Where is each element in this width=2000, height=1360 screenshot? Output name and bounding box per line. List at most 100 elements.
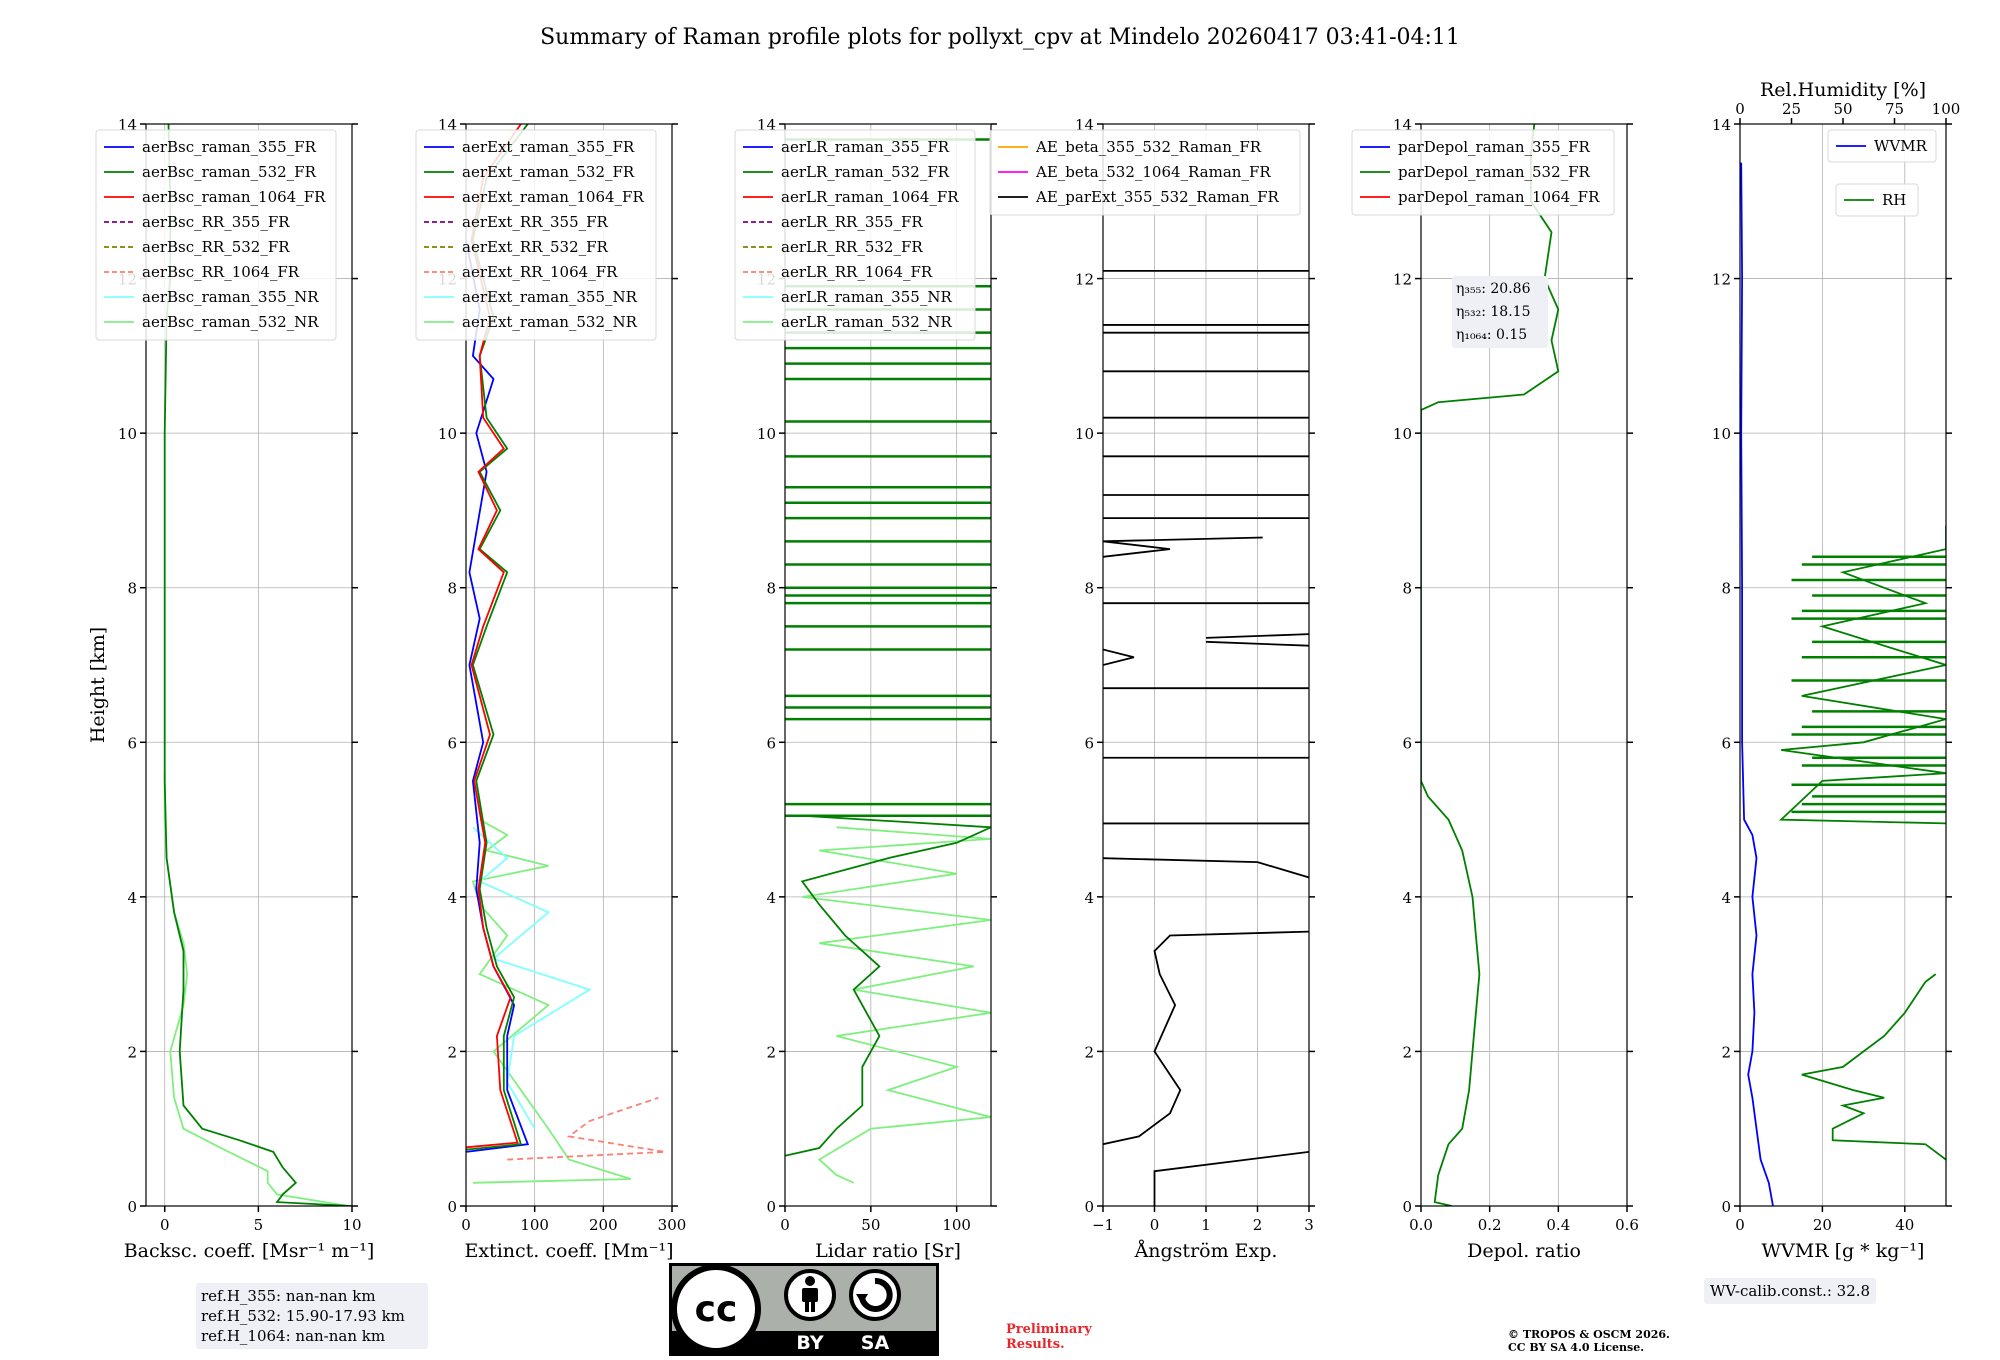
legend-box bbox=[415, 129, 657, 341]
legend-label: aerBsc_RR_532_FR bbox=[142, 238, 290, 256]
legend-label: aerExt_raman_532_FR bbox=[462, 163, 635, 181]
series-aerLR_raman_532_NR bbox=[802, 826, 991, 1184]
series-aerExt_raman_355_FR bbox=[466, 239, 530, 1153]
plot-area-lr bbox=[785, 138, 991, 1184]
legend-box bbox=[1835, 183, 1919, 217]
y-tick-label: 0 bbox=[1721, 1198, 1731, 1216]
x2-tick-label: 25 bbox=[1782, 100, 1801, 118]
legend-label: aerBsc_raman_1064_FR bbox=[142, 188, 326, 206]
x-tick-label: 0 bbox=[160, 1216, 170, 1234]
x2-tick-label: 0 bbox=[1735, 100, 1745, 118]
y-tick-label: 8 bbox=[127, 580, 137, 598]
x-tick-label: 0 bbox=[1150, 1216, 1160, 1234]
y-tick-label: 12 bbox=[1075, 271, 1094, 289]
x-tick-label: −1 bbox=[1092, 1216, 1114, 1234]
preliminary-line-1: Preliminary bbox=[1006, 1322, 1092, 1337]
x-axis-label: Depol. ratio bbox=[1467, 1240, 1581, 1262]
series-AE_parExt_355_532_Raman_FR_g bbox=[1205, 640, 1309, 647]
y-tick-label: 0 bbox=[766, 1198, 776, 1216]
legend-label: aerLR_raman_532_NR bbox=[781, 313, 952, 331]
plot-area-ae bbox=[1103, 269, 1309, 1206]
legend-bsc: aerBsc_raman_355_FR aerBsc_raman_532_FRae… bbox=[95, 129, 337, 341]
legend-box bbox=[1827, 129, 1937, 163]
y-tick-label: 12 bbox=[1712, 271, 1731, 289]
x-axis-label: WVMR [g * kg⁻¹] bbox=[1762, 1240, 1925, 1262]
y-tick-label: 2 bbox=[766, 1043, 776, 1061]
y-tick-label: 6 bbox=[447, 734, 457, 752]
x-tick-label: 10 bbox=[342, 1216, 361, 1234]
cc-by-text: BY bbox=[796, 1332, 823, 1354]
copyright-notice: © TROPOS & OSCM 2026. CC BY SA 4.0 Licen… bbox=[1508, 1328, 1670, 1354]
x-tick-label: 300 bbox=[658, 1216, 687, 1234]
series-aerBsc_raman_532_FR bbox=[163, 124, 352, 1206]
y-tick-label: 8 bbox=[447, 580, 457, 598]
series-aerExt_raman_1064_FR bbox=[466, 124, 522, 1149]
x2-tick-label: 100 bbox=[1932, 100, 1961, 118]
y-tick-label: 8 bbox=[1402, 580, 1412, 598]
legend-ext: aerExt_raman_355_FR aerExt_raman_532_FRae… bbox=[415, 129, 657, 341]
panel-lr: 02468101214050100Lidar ratio [Sr]aerLR_r… bbox=[734, 116, 997, 1262]
y-tick-label: 4 bbox=[447, 889, 457, 907]
ref-height-532: ref.H_532: 15.90-17.93 km bbox=[201, 1307, 405, 1325]
series-WVMR bbox=[1740, 162, 1774, 1206]
y-tick-label: 2 bbox=[447, 1043, 457, 1061]
y-tick-label: 6 bbox=[1721, 734, 1731, 752]
x-tick-label: 0 bbox=[780, 1216, 790, 1234]
legend-label: aerLR_raman_532_FR bbox=[781, 163, 950, 181]
legend-label: aerLR_RR_532_FR bbox=[781, 238, 923, 256]
series-aerLR_raman_532_FR bbox=[785, 814, 991, 1157]
plot-area-bsc bbox=[163, 124, 352, 1206]
preliminary-notice: Preliminary Results. bbox=[1006, 1322, 1092, 1352]
copyright-line-2: CC BY SA 4.0 License. bbox=[1508, 1341, 1645, 1354]
legend-label: aerLR_RR_1064_FR bbox=[781, 263, 933, 281]
panel-ext: 024681012140100200300Extinct. coeff. [Mm… bbox=[415, 116, 687, 1262]
legend-label: aerExt_RR_1064_FR bbox=[462, 263, 618, 281]
legend-label: aerBsc_raman_532_FR bbox=[142, 163, 317, 181]
series-RH_b bbox=[1778, 525, 1946, 825]
legend-label: aerLR_raman_355_FR bbox=[781, 138, 950, 156]
y-tick-label: 2 bbox=[1721, 1043, 1731, 1061]
legend-box bbox=[734, 129, 976, 341]
y-tick-label: 6 bbox=[1402, 734, 1412, 752]
y-tick-label: 0 bbox=[447, 1198, 457, 1216]
legend-label: WVMR bbox=[1874, 137, 1928, 155]
legend-depol: parDepol_raman_355_FR parDepol_raman_532_… bbox=[1351, 129, 1615, 216]
y-tick-label: 4 bbox=[127, 889, 137, 907]
x-tick-label: 2 bbox=[1253, 1216, 1263, 1234]
axes-frame bbox=[145, 123, 353, 1207]
series-AE_parExt_355_532_Raman_FR_b bbox=[1103, 930, 1309, 1146]
x-tick-label: 50 bbox=[861, 1216, 880, 1234]
y-tick-label: 4 bbox=[1084, 889, 1094, 907]
annotation-line: η₁₀₆₄: 0.15 bbox=[1456, 327, 1527, 343]
legend-label: aerBsc_raman_355_FR bbox=[142, 138, 317, 156]
legend-label: aerBsc_RR_1064_FR bbox=[142, 263, 300, 281]
x-tick-label: 0 bbox=[461, 1216, 471, 1234]
legend-label: parDepol_raman_355_FR bbox=[1398, 138, 1591, 156]
legend-label: aerExt_raman_1064_FR bbox=[462, 188, 644, 206]
legend-label: AE_beta_355_532_Raman_FR bbox=[1035, 138, 1262, 156]
y-tick-label: 10 bbox=[1075, 425, 1094, 443]
x-axis-label: Extinct. coeff. [Mm⁻¹] bbox=[464, 1240, 673, 1262]
series-aerExt_RR_1064_FR bbox=[507, 1096, 666, 1161]
legend-label: RH bbox=[1882, 191, 1906, 209]
legend-label: aerExt_raman_532_NR bbox=[462, 313, 638, 331]
x-tick-label: 5 bbox=[254, 1216, 264, 1234]
legend-label: aerLR_raman_1064_FR bbox=[781, 188, 959, 206]
legend-label: aerLR_raman_355_NR bbox=[781, 288, 952, 306]
y-tick-label: 0 bbox=[127, 1198, 137, 1216]
legend-label: aerExt_raman_355_NR bbox=[462, 288, 638, 306]
y-tick-label: 0 bbox=[1402, 1198, 1412, 1216]
annotation-line: η₅₃₂: 18.15 bbox=[1456, 304, 1530, 320]
y-tick-label: 10 bbox=[757, 425, 776, 443]
y-tick-label: 14 bbox=[1712, 116, 1731, 134]
x-tick-label: 0.6 bbox=[1615, 1216, 1639, 1234]
y-tick-label: 6 bbox=[127, 734, 137, 752]
x-tick-label: 20 bbox=[1813, 1216, 1832, 1234]
legend-box bbox=[95, 129, 337, 341]
annotation-box bbox=[1452, 276, 1548, 348]
depol-eta-annotation: η₃₅₅: 20.86 η₅₃₂: 18.15 η₁₀₆₄: 0.15 bbox=[1452, 276, 1548, 348]
